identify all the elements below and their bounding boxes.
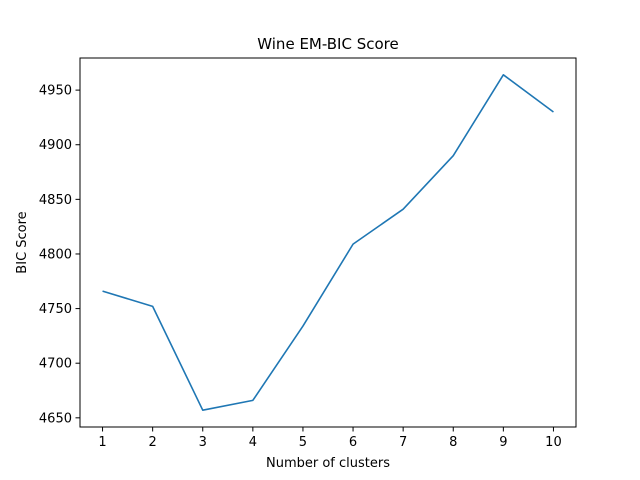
x-axis-title: Number of clusters bbox=[266, 456, 390, 471]
x-tick-label: 10 bbox=[545, 435, 562, 450]
series-line-bic-score bbox=[102, 74, 554, 411]
plot-area: 1 2 3 4 5 6 7 8 9 10 4650 4700 4750 4800 4850 4900 4950 bbox=[39, 57, 577, 450]
axes-frame bbox=[79, 57, 577, 428]
x-axis: 1 2 3 4 5 6 7 8 9 10 bbox=[98, 427, 562, 450]
x-tick-label: 5 bbox=[299, 435, 307, 450]
y-tick-label: 4700 bbox=[39, 357, 72, 372]
y-tick-label: 4900 bbox=[39, 138, 72, 153]
y-axis-title: BIC Score bbox=[15, 211, 30, 273]
x-tick-label: 3 bbox=[199, 435, 207, 450]
x-tick-label: 6 bbox=[349, 435, 357, 450]
chart-title: Wine EM-BIC Score bbox=[257, 35, 398, 53]
x-tick-label: 2 bbox=[149, 435, 157, 450]
y-tick-label: 4650 bbox=[39, 411, 72, 426]
x-tick-label: 7 bbox=[399, 435, 407, 450]
x-tick-label: 1 bbox=[98, 435, 106, 450]
y-tick-label: 4800 bbox=[39, 247, 72, 262]
x-tick-label: 4 bbox=[249, 435, 257, 450]
y-axis: 4650 4700 4750 4800 4850 4900 4950 bbox=[39, 84, 80, 426]
x-tick-label: 8 bbox=[449, 435, 457, 450]
y-tick-label: 4750 bbox=[39, 302, 72, 317]
y-tick-label: 4950 bbox=[39, 84, 72, 99]
x-tick-label: 9 bbox=[499, 435, 507, 450]
y-tick-label: 4850 bbox=[39, 193, 72, 208]
